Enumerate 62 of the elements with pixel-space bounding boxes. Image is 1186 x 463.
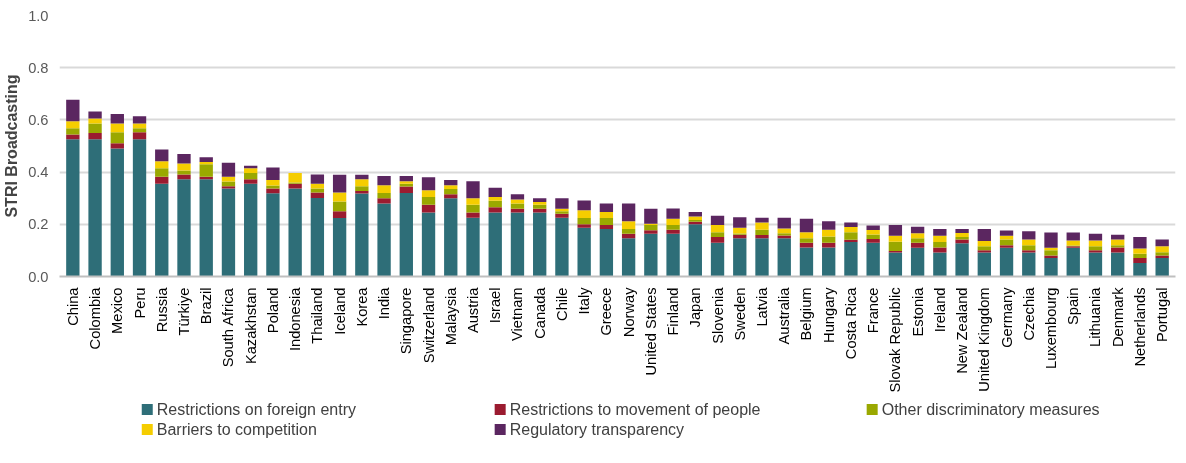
y-tick-label: 0.6 [28, 111, 49, 128]
x-tick-label: Italy [576, 286, 593, 315]
x-tick-label: Belgium [798, 287, 815, 341]
x-tick-label: Japan [687, 287, 704, 328]
x-tick-label: Luxembourg [1043, 287, 1060, 369]
legend-label: Restrictions on foreign entry [156, 401, 356, 418]
legend-label: Barriers to competition [156, 421, 317, 438]
x-tick-label: New Zealand [954, 287, 971, 374]
x-tick-label: United States [642, 287, 659, 376]
x-tick-label: Vietnam [509, 287, 526, 341]
x-tick-label: Czechia [1020, 286, 1037, 341]
x-tick-label: Greece [598, 287, 615, 336]
x-tick-label: Peru [131, 287, 148, 319]
x-tick-label: France [865, 287, 882, 334]
x-tick-label: India [376, 286, 393, 320]
x-tick-label: Lithuania [1087, 286, 1104, 347]
x-tick-label: Estonia [909, 286, 926, 337]
x-tick-label: Portugal [1154, 287, 1171, 343]
x-tick-label: Hungary [820, 286, 837, 343]
x-tick-label: Chile [553, 287, 570, 321]
x-tick-label: Mexico [109, 287, 126, 334]
x-tick-label: Malaysia [442, 286, 459, 346]
legend-label: Regulatory transparency [509, 421, 685, 438]
x-tick-label: Poland [264, 287, 281, 334]
x-tick-label: Costa Rica [842, 286, 859, 360]
x-tick-label: Switzerland [420, 287, 437, 364]
y-tick-label: 0.0 [28, 268, 49, 285]
legend-label: Other discriminatory measures [881, 401, 1100, 418]
y-tick-label: 0.4 [28, 164, 49, 181]
x-tick-label: Slovenia [709, 286, 726, 344]
x-tick-label: Kazakhstan [242, 287, 259, 365]
x-tick-label: Austria [465, 286, 481, 334]
x-tick-label: Denmark [1109, 286, 1126, 347]
x-tick-label: Germany [998, 286, 1015, 348]
y-tick-label: 1.0 [28, 7, 49, 24]
x-tick-label: Brazil [198, 287, 215, 325]
x-tick-label: South Africa [220, 287, 237, 368]
y-axis-title: STRI Broadcasting [3, 74, 21, 218]
x-tick-label: Israel [487, 287, 504, 324]
x-tick-label: Slovak Republic [887, 287, 904, 393]
x-tick-label: Finland [665, 287, 682, 336]
x-tick-label: Iceland [331, 287, 348, 335]
x-tick-label: Canada [531, 286, 548, 339]
x-tick-label: Korea [353, 286, 370, 327]
x-tick-label: Norway [620, 286, 637, 338]
x-tick-label: China [64, 286, 81, 326]
x-tick-label: Indonesia [287, 286, 304, 352]
legend-label: Restrictions to movement of people [509, 401, 761, 418]
x-tick-label: Singapore [398, 287, 415, 355]
x-tick-label: Türkiye [175, 287, 192, 336]
x-tick-label: Netherlands [1131, 287, 1148, 367]
x-tick-label: United Kingdom [976, 287, 993, 392]
y-tick-label: 0.2 [28, 216, 49, 233]
x-tick-label: Ireland [931, 287, 948, 333]
x-tick-label: Thailand [309, 287, 326, 344]
x-tick-label: Russia [153, 286, 170, 333]
y-tick-label: 0.8 [28, 59, 49, 76]
x-tick-label: Latvia [754, 286, 770, 327]
x-tick-label: Colombia [87, 286, 104, 350]
x-tick-label: Sweden [731, 287, 748, 341]
x-tick-label: Australia [776, 286, 793, 345]
x-tick-label: Spain [1065, 287, 1082, 325]
